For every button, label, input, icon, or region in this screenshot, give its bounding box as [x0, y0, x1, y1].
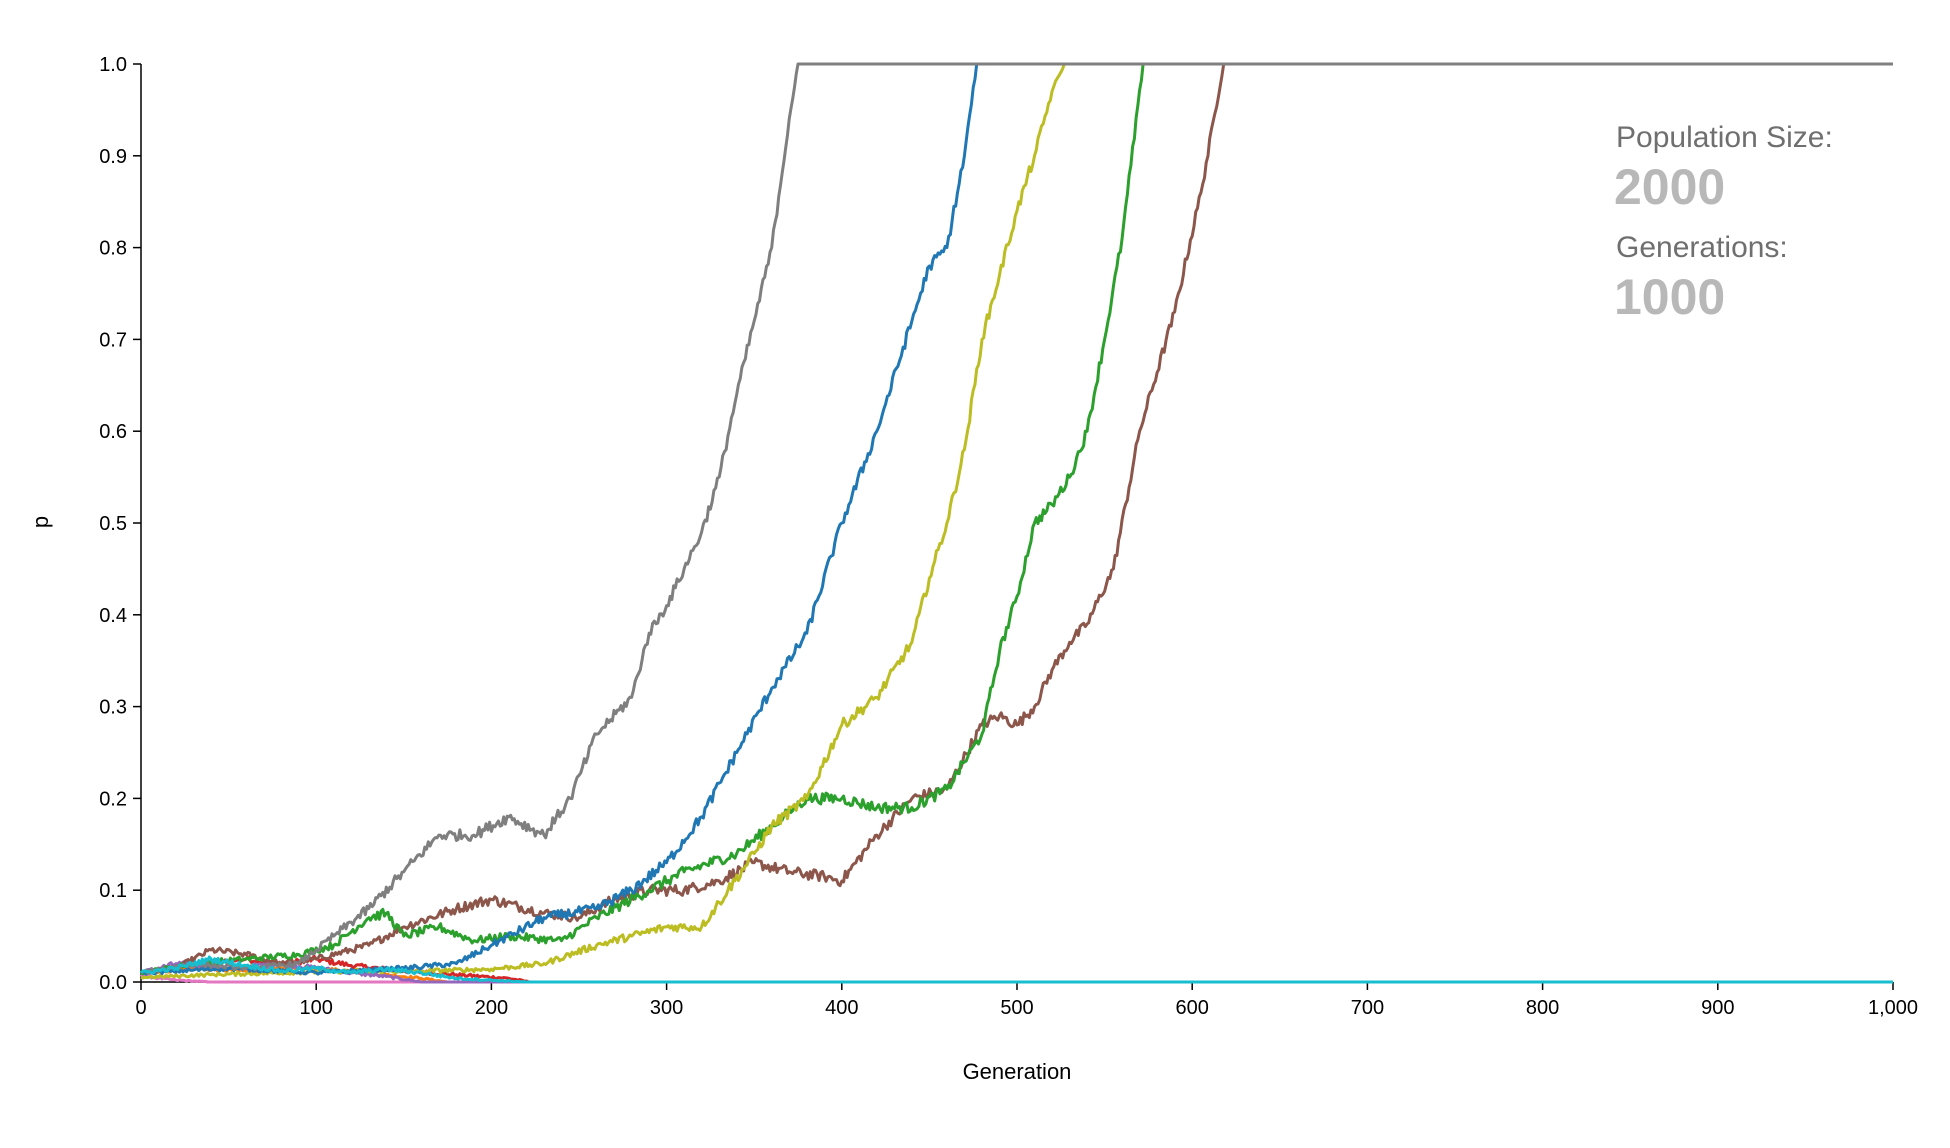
generations-value: 1000 [1614, 269, 1725, 325]
y-tick-label: 0.9 [99, 146, 127, 168]
y-tick-label: 0.1 [99, 880, 127, 902]
series-layer [139, 62, 1893, 984]
y-tick-label: 0.2 [99, 788, 127, 810]
x-tick-label: 200 [475, 997, 508, 1019]
x-tick-label: 300 [650, 997, 683, 1019]
y-tick-label: 0.4 [99, 605, 127, 627]
population-size-label: Population Size: [1616, 121, 1833, 154]
info-panel: Population Size: 2000 Generations: 1000 [1614, 121, 1833, 325]
y-tick-label: 0.0 [99, 972, 127, 994]
x-axis-label: Generation [963, 1059, 1072, 1084]
x-tick-label: 1,000 [1868, 997, 1918, 1019]
x-tick-label: 800 [1526, 997, 1559, 1019]
x-axis: 0 100 200 300 400 500 600 700 800 900 1,000 [135, 981, 1918, 1019]
x-tick-label: 400 [825, 997, 858, 1019]
y-tick-label: 0.6 [99, 421, 127, 443]
x-tick-label: 700 [1351, 997, 1384, 1019]
y-tick-label: 0.8 [99, 238, 127, 260]
x-tick-label: 0 [135, 997, 146, 1019]
y-axis: 0.0 0.1 0.2 0.3 0.4 0.5 0.6 0.7 0.8 0.9 1.0 [99, 54, 142, 994]
y-tick-label: 1.0 [99, 54, 127, 76]
x-tick-label: 100 [300, 997, 333, 1019]
series-line-6 [140, 62, 1893, 976]
y-tick-label: 0.3 [99, 697, 127, 719]
x-tick-label: 500 [1000, 997, 1033, 1019]
y-axis-label: p [28, 516, 53, 528]
x-tick-label: 600 [1176, 997, 1209, 1019]
series-line-5 [140, 62, 1893, 975]
series-line-10 [139, 955, 1893, 984]
y-tick-label: 0.5 [99, 513, 127, 535]
series-line-9 [140, 62, 1893, 975]
population-size-value: 2000 [1614, 159, 1725, 215]
x-tick-label: 900 [1701, 997, 1734, 1019]
generations-label: Generations: [1616, 231, 1788, 264]
y-tick-label: 0.7 [99, 329, 127, 351]
